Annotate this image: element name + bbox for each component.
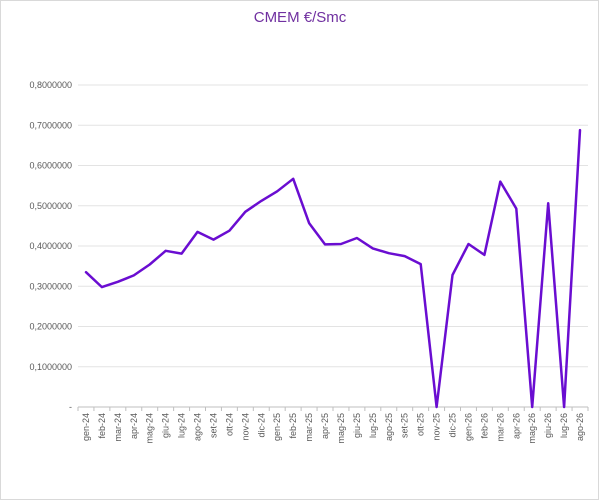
data-point <box>147 262 152 267</box>
data-point <box>179 251 184 256</box>
data-point <box>402 254 407 259</box>
x-tick-label: gen-24 <box>81 413 91 441</box>
x-tick-label: feb-24 <box>97 413 107 439</box>
data-point <box>163 248 168 253</box>
y-tick-label: - <box>69 402 72 412</box>
x-tick-label: gen-26 <box>463 413 473 441</box>
data-point <box>434 405 439 410</box>
x-tick-label: mag-26 <box>527 413 537 444</box>
y-tick-label: 0,1000000 <box>29 362 72 372</box>
x-tick-label: feb-25 <box>288 413 298 439</box>
x-tick-label: lug-24 <box>177 413 187 438</box>
x-tick-label: nov-25 <box>432 413 442 441</box>
x-tick-label: ago-25 <box>384 413 394 441</box>
data-point <box>498 179 503 184</box>
y-tick-label: 0,6000000 <box>29 161 72 171</box>
data-point <box>115 279 120 284</box>
data-point <box>227 228 232 233</box>
data-point <box>307 221 312 226</box>
y-tick-label: 0,7000000 <box>29 120 72 130</box>
x-tick-label: mag-24 <box>145 413 155 444</box>
data-point <box>418 262 423 267</box>
x-tick-label: apr-25 <box>320 413 330 439</box>
x-tick-label: apr-26 <box>511 413 521 439</box>
x-tick-label: dic-24 <box>256 413 266 438</box>
x-tick-label: lug-26 <box>559 413 569 438</box>
data-point <box>386 251 391 256</box>
x-tick-label: ago-26 <box>575 413 585 441</box>
y-tick-label: 0,5000000 <box>29 201 72 211</box>
y-tick-label: 0,2000000 <box>29 322 72 332</box>
data-point <box>83 270 88 275</box>
x-tick-label: ott-24 <box>224 413 234 436</box>
data-point <box>546 201 551 206</box>
y-tick-label: 0,8000000 <box>29 80 72 90</box>
data-point <box>99 285 104 290</box>
y-tick-label: 0,4000000 <box>29 241 72 251</box>
x-tick-label: giu-25 <box>352 413 362 438</box>
x-tick-label: gen-25 <box>272 413 282 441</box>
data-point <box>482 252 487 257</box>
data-point <box>243 209 248 214</box>
x-tick-label: giu-24 <box>161 413 171 438</box>
x-axis: gen-24 feb-24 mar-24 apr-24 mag-24 giu-24 lug-… <box>77 407 589 444</box>
x-tick-label: nov-24 <box>240 413 250 441</box>
gridlines <box>78 84 588 408</box>
series <box>83 128 583 410</box>
data-point <box>450 272 455 277</box>
data-point <box>291 176 296 181</box>
x-tick-label: dic-25 <box>448 413 458 438</box>
y-tick-label: 0,3000000 <box>29 281 72 291</box>
data-point <box>275 189 280 194</box>
x-tick-label: mag-25 <box>336 413 346 444</box>
x-tick-label: set-25 <box>400 413 410 438</box>
x-tick-label: mar-26 <box>495 413 505 442</box>
data-point <box>370 246 375 251</box>
y-axis: - 0,1000000 0,2000000 0,3000000 0,4000000 0,5… <box>29 80 72 412</box>
x-tick-label: set-24 <box>208 413 218 438</box>
series-line <box>84 128 582 409</box>
x-tick-label: apr-24 <box>129 413 139 439</box>
data-point <box>514 206 519 211</box>
x-tick-label: mar-24 <box>113 413 123 442</box>
data-point <box>466 241 471 246</box>
x-tick-label: mar-25 <box>304 413 314 442</box>
data-point <box>131 273 136 278</box>
data-point <box>530 405 535 410</box>
x-tick-label: ott-25 <box>416 413 426 436</box>
x-tick-label: feb-26 <box>479 413 489 439</box>
x-tick-label: lug-25 <box>368 413 378 438</box>
data-point <box>323 242 328 247</box>
data-point <box>195 229 200 234</box>
x-tick-label: ago-24 <box>193 413 203 441</box>
data-point <box>562 405 567 410</box>
data-point <box>578 128 583 133</box>
x-tick-label: giu-26 <box>543 413 553 438</box>
data-point <box>338 241 343 246</box>
data-point <box>354 235 359 240</box>
data-point <box>259 198 264 203</box>
data-point <box>211 237 216 242</box>
chart-title: CMEM €/Smc <box>253 9 347 26</box>
